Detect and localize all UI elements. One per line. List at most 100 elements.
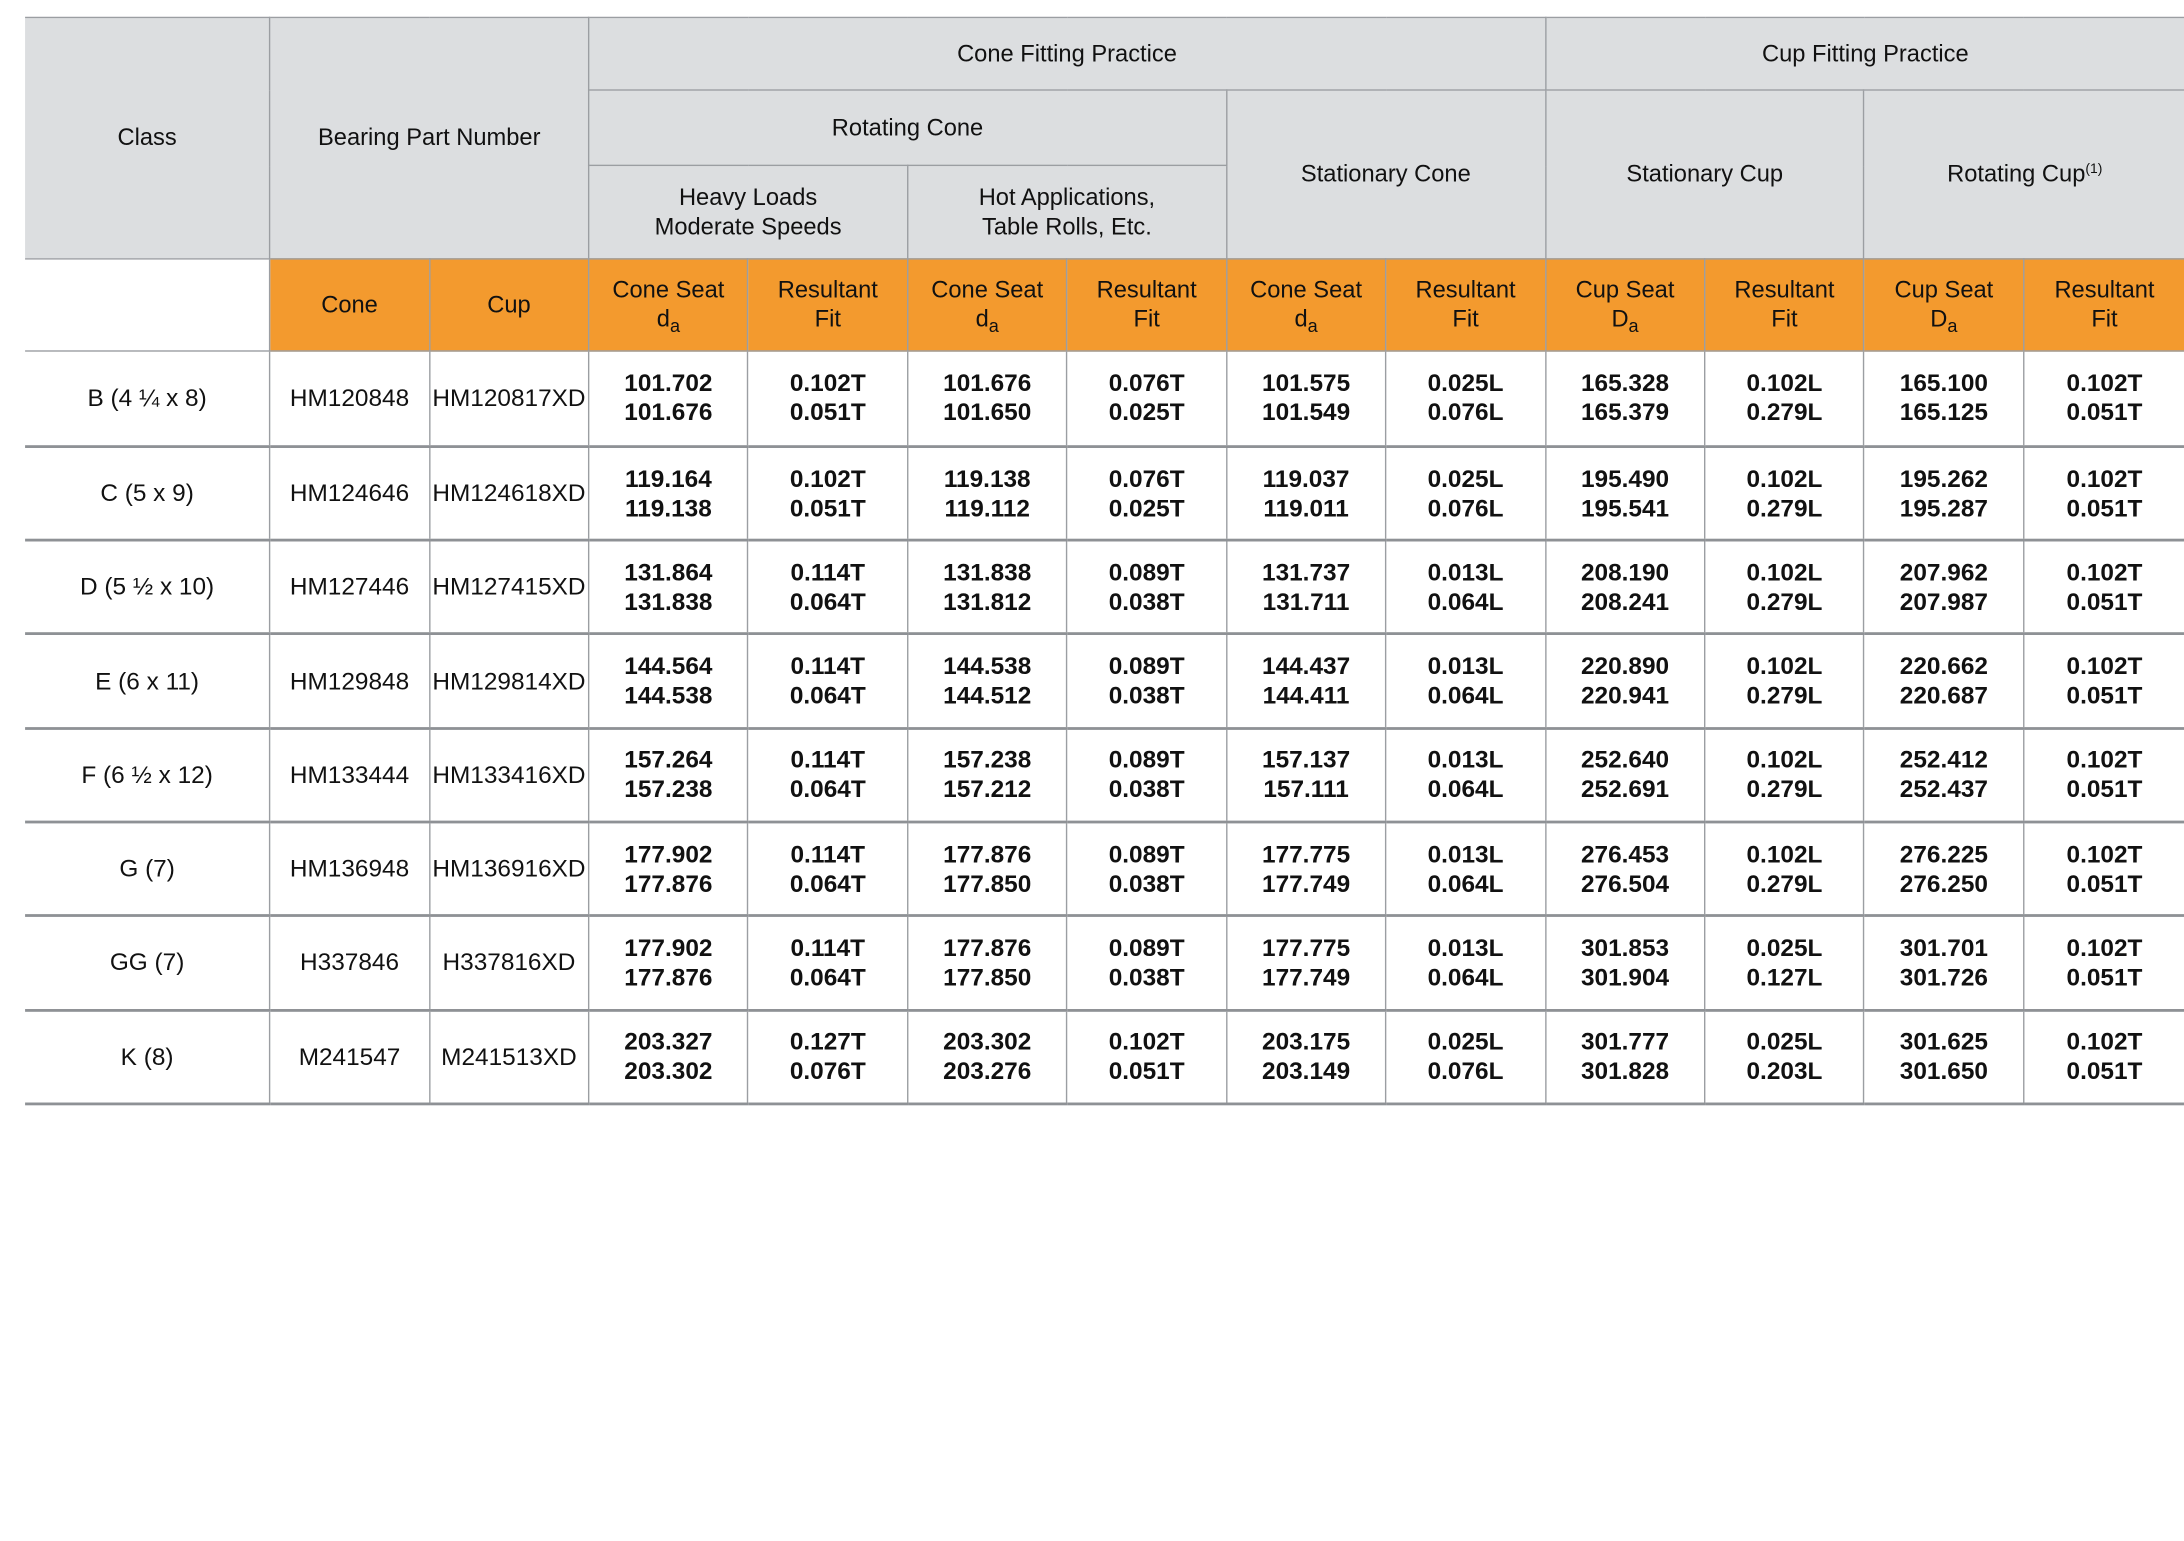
value-line: 0.051T — [2066, 775, 2143, 804]
cone-seat-cell: 177.775 177.749 — [1225, 915, 1387, 1012]
value-line: 0.064L — [1427, 962, 1504, 991]
value-line: 0.064T — [789, 587, 866, 616]
cone-part-cell: M241547 — [269, 1009, 430, 1106]
resultant-fit-cell: 0.025L 0.076L — [1385, 351, 1547, 448]
value-line: 0.114T — [790, 651, 866, 680]
value-line: 207.962 — [1899, 557, 1988, 586]
cone-seat-cell: 119.037 119.011 — [1225, 446, 1387, 542]
resultant-fit-cell: 0.114T 0.064T — [747, 540, 909, 636]
value-line: 252.412 — [1899, 745, 1988, 774]
value-line: 0.279L — [1746, 493, 1823, 522]
cup-seat-cell: 165.100 165.125 — [1863, 351, 2025, 448]
value-line: 0.051T — [1108, 1056, 1185, 1085]
cup-subheader: Cup — [428, 257, 590, 352]
value-line: 0.089T — [1108, 839, 1185, 868]
cone-seat-cell: 157.238 157.212 — [906, 728, 1068, 824]
value-line: 220.941 — [1580, 681, 1670, 710]
value-line: 0.089T — [1108, 651, 1185, 680]
value-line: 0.051T — [2066, 681, 2143, 710]
resultant-fit-subheader: Resultant Fit — [1385, 257, 1547, 352]
class-header: Class — [25, 16, 271, 260]
cone-subheader: Cone — [269, 257, 430, 352]
resultant-fit-cell: 0.089T 0.038T — [1066, 728, 1228, 824]
cup-part-cell: HM136916XD — [428, 822, 590, 918]
value-line: 0.102L — [1746, 651, 1823, 680]
value-line: 177.876 — [943, 933, 1032, 962]
value-line: 203.302 — [624, 1056, 713, 1085]
value-line: 276.225 — [1899, 839, 1988, 868]
value-line: 177.876 — [943, 839, 1032, 868]
cup-seat-cell: 301.701 301.726 — [1863, 915, 2025, 1012]
cup-part-cell: HM120817XD — [428, 351, 590, 448]
value-line: 195.490 — [1580, 464, 1670, 492]
value-line: 0.076T — [789, 1056, 866, 1085]
value-line: 0.064L — [1427, 587, 1504, 616]
value-line: 0.279L — [1746, 775, 1823, 804]
value-line: 0.089T — [1108, 557, 1185, 586]
cone-seat-cell: 177.775 177.749 — [1225, 822, 1387, 918]
cup-seat-cell: 165.328 165.379 — [1544, 351, 1706, 448]
value-line: 220.662 — [1899, 651, 1988, 680]
value-line: 0.089T — [1108, 745, 1185, 774]
resultant-fit-cell: 0.127T 0.076T — [747, 1009, 909, 1106]
value-line: 0.064T — [789, 775, 866, 804]
value-line: 0.102T — [2066, 839, 2143, 868]
value-line: 0.051T — [2066, 1056, 2143, 1085]
resultant-fit-cell: 0.102L 0.279L — [1704, 446, 1865, 542]
value-line: 0.114T — [790, 839, 866, 868]
value-line: 0.102T — [2066, 745, 2143, 774]
heavy-loads-header: Heavy Loads Moderate Speeds — [587, 165, 909, 260]
value-line: 0.038T — [1108, 681, 1185, 710]
cone-seat-cell: 177.876 177.850 — [906, 915, 1068, 1012]
value-line: 301.726 — [1899, 962, 1988, 991]
cone-part-cell: HM124646 — [269, 446, 430, 542]
value-line: 0.102T — [2066, 933, 2143, 962]
value-line: 0.064L — [1427, 775, 1504, 804]
value-line: 0.013L — [1427, 651, 1504, 680]
value-line: 0.038T — [1108, 587, 1185, 616]
value-line: 0.076T — [1108, 369, 1185, 397]
value-line: 0.038T — [1108, 962, 1185, 991]
value-line: 0.064T — [789, 869, 866, 897]
value-line: 165.125 — [1899, 398, 1988, 427]
value-line: 0.051T — [789, 493, 866, 522]
cone-seat-subheader: Cone Seat da — [1225, 257, 1387, 352]
resultant-fit-cell: 0.013L 0.064L — [1385, 634, 1547, 730]
cone-seat-subheader: Cone Seat da — [906, 257, 1068, 352]
value-line: 144.437 — [1262, 651, 1351, 680]
resultant-fit-cell: 0.089T 0.038T — [1066, 822, 1228, 918]
value-line: 119.112 — [944, 493, 1030, 522]
value-line: 0.114T — [790, 557, 866, 586]
cone-seat-cell: 131.864 131.838 — [587, 540, 749, 636]
value-line: 119.138 — [624, 493, 712, 522]
value-line: 101.702 — [624, 369, 713, 397]
resultant-fit-cell: 0.102T 0.051T — [2022, 822, 2184, 918]
cup-seat-cell: 208.190 208.241 — [1544, 540, 1706, 636]
value-line: 144.564 — [624, 651, 713, 680]
resultant-fit-subheader: Resultant Fit — [2022, 257, 2184, 352]
cone-part-cell: HM136948 — [269, 822, 430, 918]
value-line: 0.102T — [789, 369, 866, 397]
value-line: 0.051T — [2066, 869, 2143, 897]
cup-part-cell: M241513XD — [428, 1009, 590, 1106]
value-line: 276.504 — [1580, 869, 1670, 897]
value-line: 177.775 — [1262, 933, 1351, 962]
value-line: 0.102L — [1746, 839, 1823, 868]
resultant-fit-cell: 0.102L 0.279L — [1704, 351, 1865, 448]
value-line: 165.100 — [1899, 369, 1988, 397]
value-line: 157.238 — [624, 775, 713, 804]
cone-seat-cell: 101.702 101.676 — [587, 351, 749, 448]
cup-seat-cell: 252.640 252.691 — [1544, 728, 1706, 824]
resultant-fit-cell: 0.114T 0.064T — [747, 728, 909, 824]
value-line: 203.149 — [1262, 1056, 1351, 1085]
value-line: 144.538 — [943, 651, 1032, 680]
value-line: 276.250 — [1899, 869, 1988, 897]
table-row: D (5 ½ x 10) HM127446 HM127415XD 131.864 131… — [25, 540, 2184, 636]
value-line: 276.453 — [1580, 839, 1670, 868]
value-line: 0.025L — [1427, 369, 1504, 397]
value-line: 301.777 — [1580, 1027, 1670, 1056]
value-line: 131.838 — [943, 557, 1032, 586]
value-line: 0.102T — [2066, 464, 2143, 492]
value-line: 0.064T — [789, 962, 866, 991]
value-line: 0.102T — [2066, 651, 2143, 680]
